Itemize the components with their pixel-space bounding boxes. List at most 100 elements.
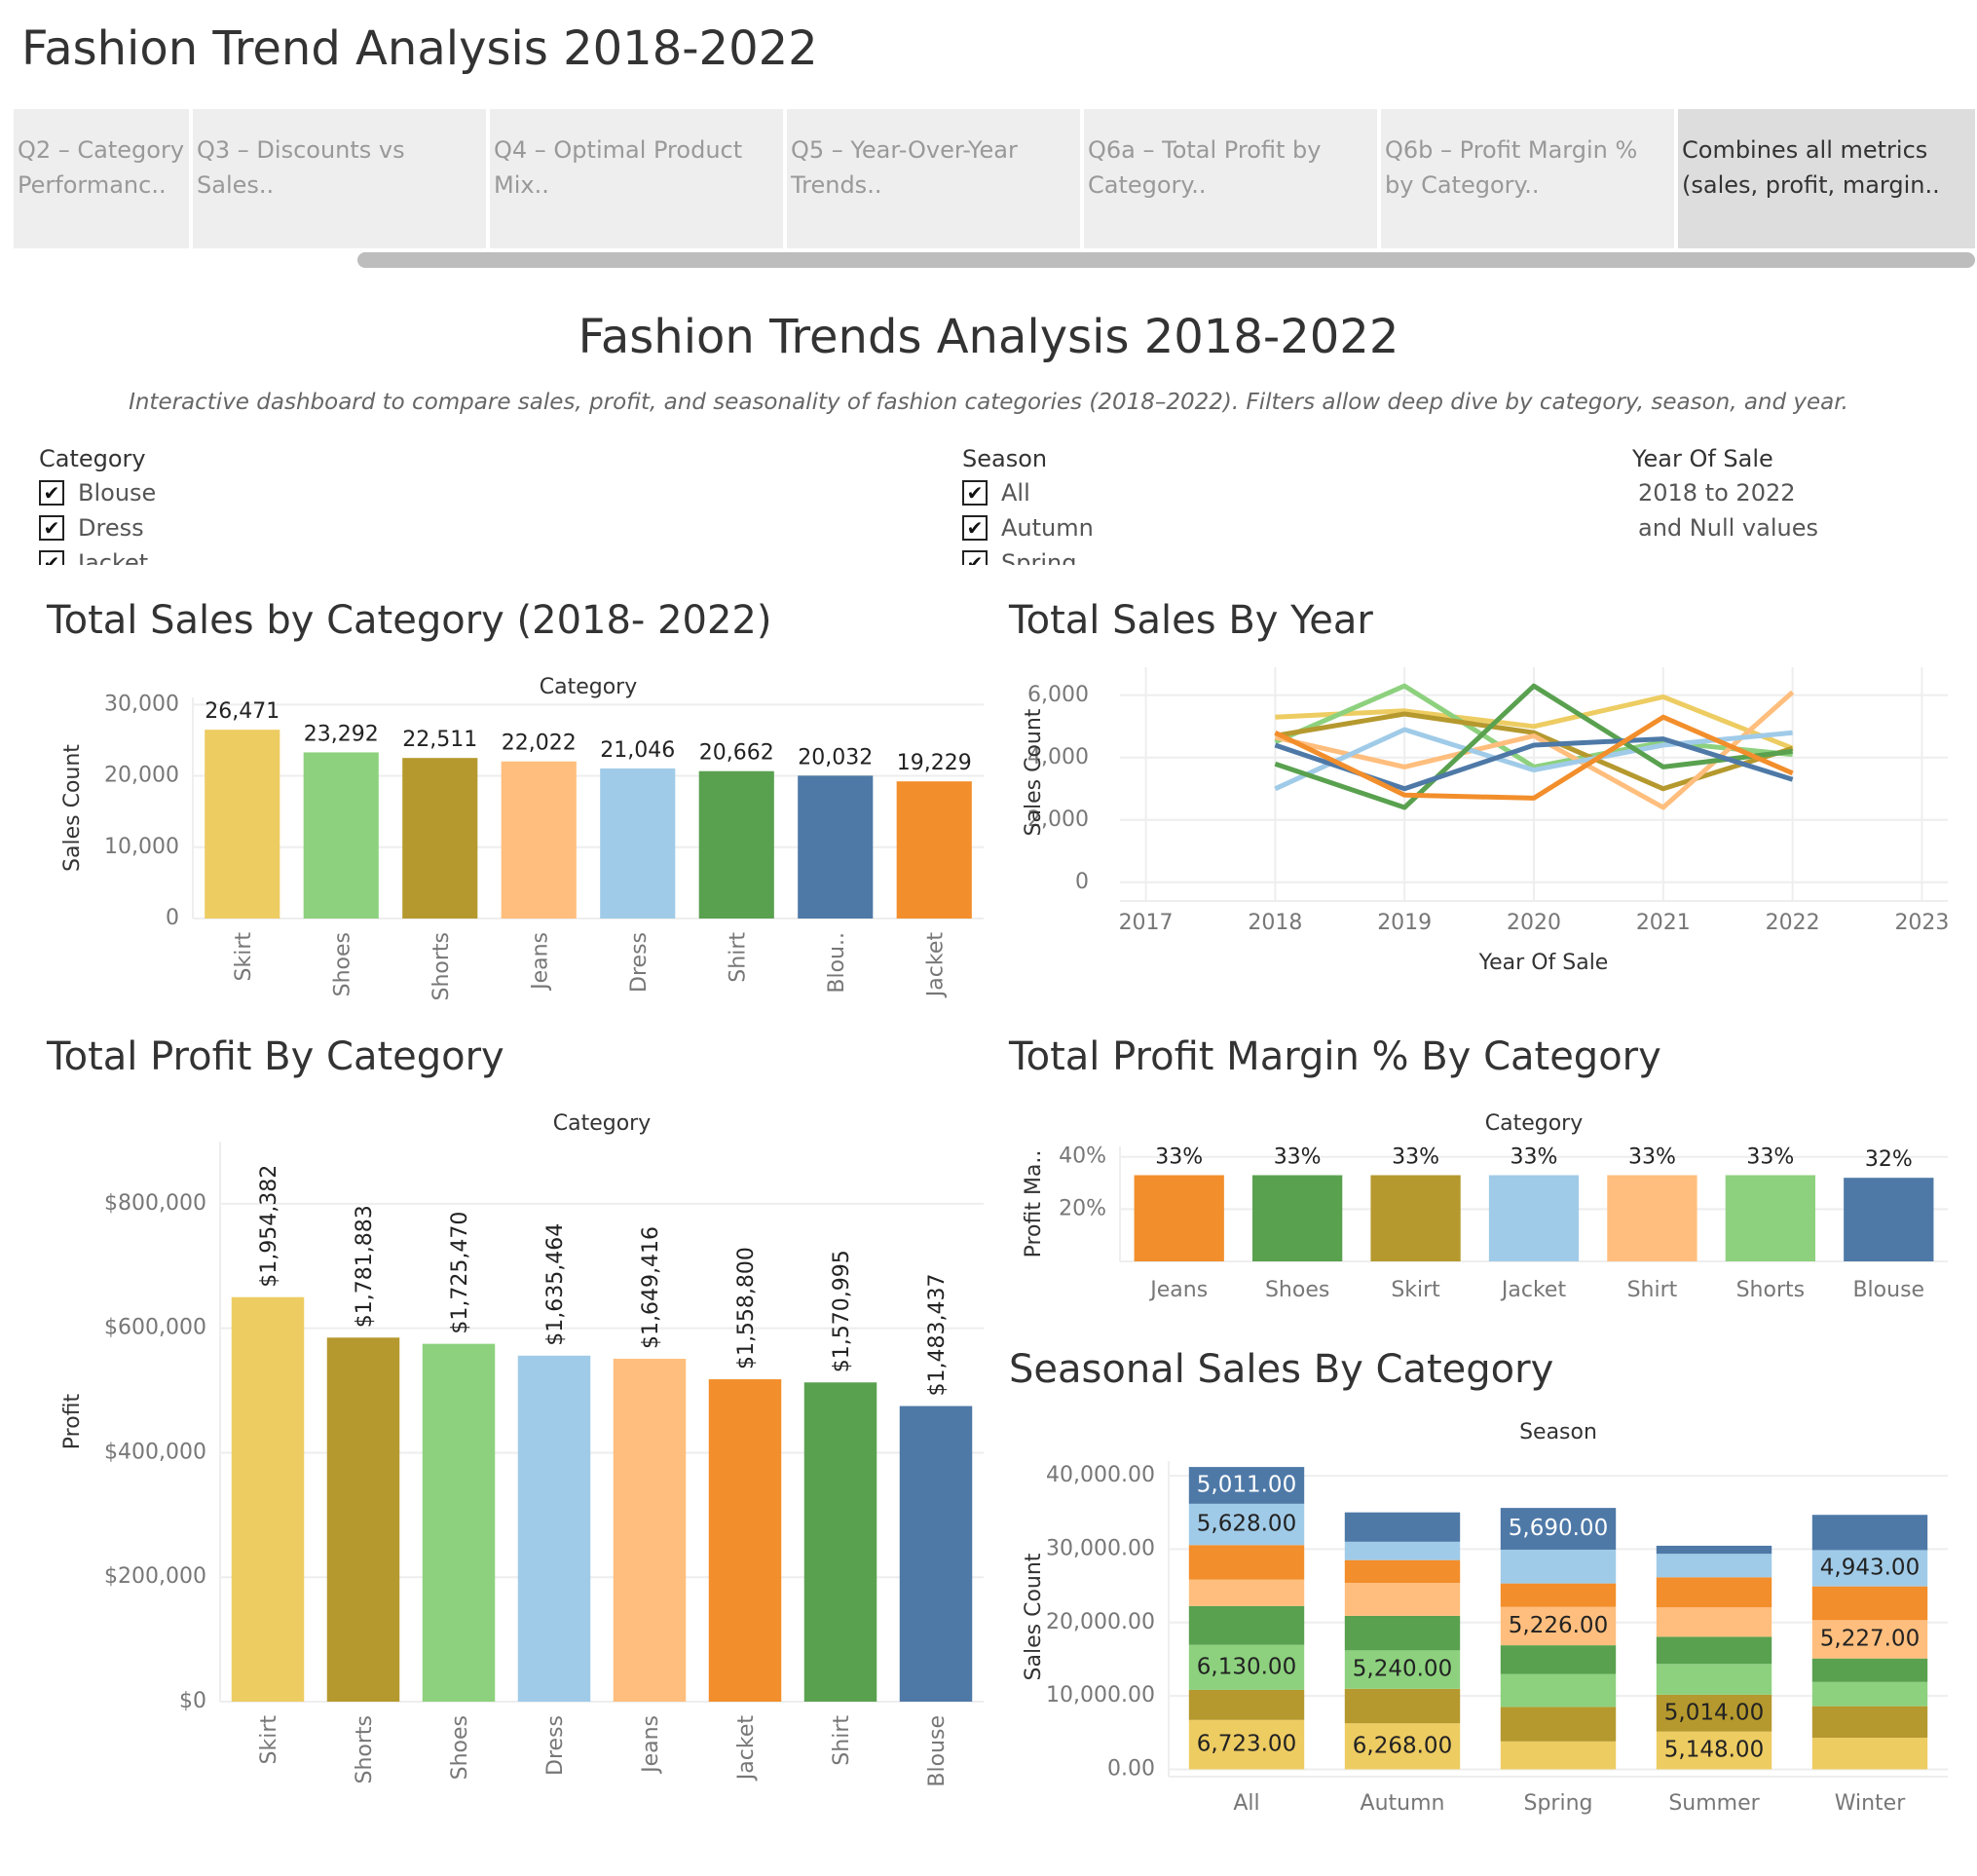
series-line-jacket — [1274, 714, 1794, 801]
x-tick-label: 2018 — [1248, 911, 1302, 935]
tab-6[interactable]: Q6b – Profit Margin % by Category.. — [1381, 109, 1674, 248]
stack-segment-dress — [1344, 1541, 1461, 1560]
stack-segment-blouse — [1500, 1508, 1617, 1550]
segment-label: 5,014.00 — [1664, 1700, 1764, 1725]
stack-segment-shorts — [1188, 1689, 1305, 1720]
checkbox-checked-icon[interactable]: ✔ — [39, 515, 64, 541]
bar — [899, 1406, 973, 1702]
x-tick-label: Dress — [543, 1715, 568, 1776]
y-tick-label: 40,000.00 — [1046, 1463, 1155, 1487]
stack-segment-jacket — [1344, 1559, 1461, 1584]
stack-segment-shirt — [1500, 1645, 1617, 1674]
category-option-blouse[interactable]: ✔ Blouse — [39, 475, 429, 510]
x-tick-label: All — [1233, 1791, 1259, 1816]
x-tick-label: Shorts — [353, 1715, 377, 1784]
data-label: $1,483,437 — [925, 1274, 950, 1397]
checkbox-checked-icon[interactable]: ✔ — [39, 550, 64, 565]
checkbox-checked-icon[interactable]: ✔ — [962, 480, 988, 506]
season-option-label: All — [1001, 479, 1030, 507]
season-option-autumn[interactable]: ✔ Autumn — [962, 510, 1352, 545]
checkbox-checked-icon[interactable]: ✔ — [962, 550, 988, 565]
series-line-jeans — [1274, 690, 1795, 810]
year-filter-range: 2018 to 2022 — [1638, 479, 1796, 507]
stack-segment-shorts — [1811, 1706, 1928, 1739]
bar — [1252, 1175, 1343, 1261]
y-axis-label: Sales Count — [1022, 708, 1046, 836]
category-option-label: Dress — [78, 514, 144, 542]
y-tick-label: 20,000.00 — [1046, 1610, 1155, 1634]
tab-scrollbar[interactable] — [357, 252, 1975, 268]
x-tick-label: Blou.. — [825, 932, 849, 994]
y-tick-label: 0 — [1075, 870, 1089, 894]
axis-header: Category — [540, 675, 638, 699]
year-filter[interactable]: Year Of Sale 2018 to 2022 and Null value… — [1632, 442, 1954, 565]
bar — [698, 770, 774, 919]
bar — [1488, 1175, 1580, 1261]
x-tick-label: 2019 — [1377, 911, 1432, 935]
category-option-label: Blouse — [78, 479, 157, 507]
year-filter-null-note: and Null values — [1638, 514, 1818, 542]
series-line-blouse — [1274, 736, 1794, 792]
checkbox-checked-icon[interactable]: ✔ — [39, 480, 64, 506]
segment-label: 5,226.00 — [1509, 1613, 1608, 1638]
data-label: 20,662 — [699, 741, 774, 766]
seasonal-sales-title: Seasonal Sales By Category — [1009, 1347, 1554, 1392]
season-filter: Season ✔ All ✔ Autumn ✔ Spring — [962, 442, 1352, 565]
stack-segment-blouse — [1188, 1467, 1305, 1504]
stack-segment-shirt — [1656, 1636, 1772, 1665]
data-label: $1,725,470 — [448, 1212, 472, 1334]
data-label: 33% — [1628, 1145, 1676, 1170]
category-option-dress[interactable]: ✔ Dress — [39, 510, 429, 545]
stack-segment-dress — [1188, 1503, 1305, 1546]
stack-segment-dress — [1656, 1554, 1772, 1578]
bar — [1607, 1175, 1697, 1261]
y-tick-label: 6,000 — [1027, 683, 1089, 707]
x-tick-label: Dress — [627, 932, 652, 993]
segment-label: 4,943.00 — [1820, 1556, 1920, 1581]
data-label: 22,511 — [402, 728, 477, 752]
tab-3[interactable]: Q4 – Optimal Product Mix.. — [490, 109, 783, 248]
stack-segment-shoes — [1656, 1664, 1772, 1695]
season-option-all[interactable]: ✔ All — [962, 475, 1352, 510]
sales-by-year-title: Total Sales By Year — [1009, 598, 1373, 643]
stack-segment-blouse — [1811, 1515, 1928, 1551]
tab-7[interactable]: Combines all metrics (sales, profit, mar… — [1678, 109, 1975, 248]
bar — [1134, 1175, 1224, 1261]
axis-header: Season — [1519, 1420, 1597, 1445]
tab-5[interactable]: Q6a – Total Profit by Category.. — [1084, 109, 1377, 248]
category-option-jacket[interactable]: ✔ Jacket — [39, 545, 429, 565]
tab-2[interactable]: Q3 – Discounts vs Sales.. — [193, 109, 486, 248]
category-option-label: Jacket — [78, 549, 149, 565]
x-tick-label: 2017 — [1119, 911, 1174, 935]
x-tick-label: Autumn — [1361, 1791, 1445, 1816]
x-tick-label: Shirt — [1627, 1278, 1678, 1302]
checkbox-checked-icon[interactable]: ✔ — [962, 515, 988, 541]
x-tick-label: Jacket — [1500, 1278, 1567, 1302]
bar — [1844, 1178, 1934, 1261]
x-tick-label: Shirt — [726, 932, 750, 983]
series-line-shorts — [1274, 711, 1794, 792]
data-label: 23,292 — [304, 722, 379, 746]
x-tick-label: Jacket — [734, 1715, 759, 1782]
stack-segment-jacket — [1500, 1583, 1617, 1607]
segment-label: 5,690.00 — [1509, 1516, 1608, 1541]
stack-segment-shoes — [1811, 1681, 1928, 1707]
bar — [1370, 1175, 1461, 1261]
tab-4[interactable]: Q5 – Year-Over-Year Trends.. — [787, 109, 1080, 248]
y-axis-label: Profit Ma.. — [1022, 1150, 1046, 1258]
tab-1[interactable]: Q2 – Category Performanc.. — [14, 109, 189, 248]
season-option-spring[interactable]: ✔ Spring — [962, 545, 1352, 565]
x-tick-label: 2020 — [1507, 911, 1561, 935]
segment-label: 6,130.00 — [1197, 1654, 1296, 1679]
bar — [501, 761, 577, 919]
data-label: 20,032 — [798, 745, 873, 769]
data-label: $1,635,464 — [543, 1223, 568, 1346]
dashboard-title: Fashion Trends Analysis 2018-2022 — [578, 310, 1399, 364]
stack-segment-jeans — [1811, 1620, 1928, 1659]
bar — [422, 1343, 496, 1702]
y-axis-label: Sales Count — [60, 744, 85, 872]
x-tick-label: Summer — [1668, 1791, 1760, 1816]
x-tick-label: Winter — [1835, 1791, 1906, 1816]
y-tick-label: 4,000 — [1027, 745, 1089, 769]
